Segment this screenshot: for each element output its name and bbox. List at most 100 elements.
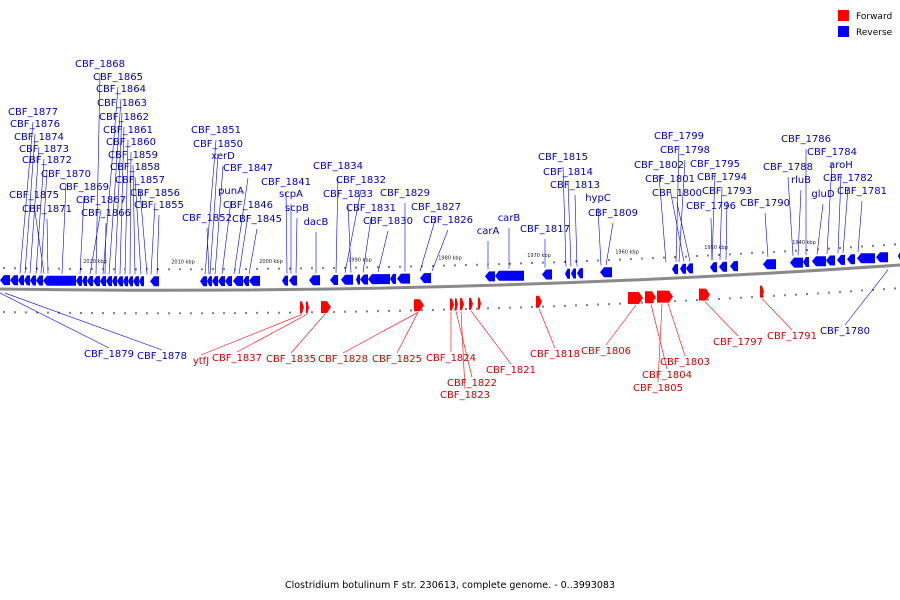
reverse-leader-line (119, 126, 125, 275)
reverse-gene-arrow (368, 274, 390, 285)
reverse-gene-label: CBF_1859 (108, 150, 158, 161)
reverse-gene-label: CBF_1864 (96, 84, 146, 95)
reverse-gene-label: dacB (304, 217, 329, 228)
reverse-gene-label: CBF_1814 (543, 167, 593, 178)
reverse-leader-line (844, 269, 889, 326)
reverse-gene-label: xerD (211, 151, 235, 162)
reverse-gene-label: CBF_1801 (645, 174, 695, 185)
forward-gene-label: CBF_1822 (447, 378, 497, 389)
reverse-gene-arrow (36, 275, 43, 286)
reverse-gene-arrow (710, 262, 717, 273)
reverse-gene-arrow (289, 275, 297, 286)
reverse-gene-label: CBF_1860 (106, 137, 156, 148)
forward-gene-arrow (321, 301, 331, 314)
reverse-gene-arrow (686, 263, 693, 274)
forward-leader-line (460, 311, 466, 390)
reverse-leader-line (826, 161, 833, 254)
reverse-gene-arrow (360, 274, 368, 285)
reverse-gene-arrow (826, 255, 835, 266)
reverse-leader-line (605, 222, 614, 266)
reverse-gene-arrow (207, 276, 212, 287)
forward-leader-line (200, 314, 303, 356)
reverse-gene-label: CBF_1868 (75, 59, 125, 70)
forward-leader-line (396, 312, 419, 354)
reverse-leader-line (95, 73, 101, 275)
reverse-gene-arrow (200, 276, 207, 287)
reverse-gene-label: gluD (811, 189, 834, 200)
reverse-leader-line (725, 200, 728, 260)
forward-gene-arrow (699, 288, 710, 301)
forward-gene-arrow (645, 291, 656, 304)
reverse-leader-line (335, 175, 339, 273)
reverse-gene-arrow (680, 263, 686, 274)
forward-leader-line (605, 304, 637, 346)
reverse-gene-label: CBF_1861 (103, 125, 153, 136)
reverse-gene-label: CBF_1845 (232, 214, 282, 225)
reverse-leader-line (419, 216, 437, 272)
legend-label-reverse: Reverse (856, 28, 893, 38)
reverse-gene-label: CBF_1826 (423, 215, 473, 226)
reverse-gene-label: CBF_1869 (59, 182, 109, 193)
reverse-gene-arrow (139, 276, 144, 287)
forward-leader-line (290, 313, 326, 354)
reverse-gene-arrow (565, 268, 570, 279)
forward-gene-label: CBF_1821 (486, 365, 536, 376)
forward-leader-line (761, 298, 793, 331)
forward-genes (300, 285, 764, 314)
forward-gene-label: CBF_1797 (713, 337, 763, 348)
reverse-leader-line (24, 133, 36, 274)
legend-swatch-reverse (838, 26, 849, 37)
reverse-gene-label: CBF_1815 (538, 152, 588, 163)
reverse-gene-label: carA (477, 226, 500, 237)
reverse-leader-line (837, 174, 842, 254)
forward-leader-line (455, 311, 473, 378)
reverse-gene-arrow (485, 271, 495, 282)
reverse-gene-label: CBF_1847 (223, 163, 273, 174)
reverse-gene-label: scpB (285, 203, 309, 214)
reverse-leader-line (0, 292, 110, 349)
forward-leader-line (342, 312, 419, 354)
reverse-gene-label: CBF_1834 (313, 161, 363, 172)
reverse-leader-line (676, 202, 691, 262)
scale-tick-label: 2020 kbp (83, 259, 107, 265)
forward-leader-line (538, 308, 556, 349)
reverse-leader-line (114, 112, 123, 275)
forward-leader-line (657, 303, 663, 383)
reverse-gene-label: CBF_1862 (99, 112, 149, 123)
forward-gene-label: CBF_1804 (642, 370, 692, 381)
reverse-gene-label: CBF_1858 (110, 162, 160, 173)
legend-label-forward: Forward (856, 12, 892, 22)
reverse-leader-line (285, 191, 288, 274)
reverse-gene-label: CBF_1865 (93, 72, 143, 83)
reverse-gene-label: CBF_1809 (588, 208, 638, 219)
reverse-gene-label: CBF_1788 (763, 162, 813, 173)
reverse-gene-label: CBF_1855 (134, 200, 184, 211)
reverse-gene-arrow (106, 276, 112, 287)
reverse-gene-arrow (76, 275, 82, 286)
reverse-leader-line (238, 214, 249, 275)
reverse-leader-line (139, 189, 148, 275)
reverse-gene-label: CBF_1786 (781, 134, 831, 145)
forward-gene-label: CBF_1835 (266, 354, 316, 365)
reverse-leader-line (797, 189, 802, 256)
reverse-gene-label: CBF_1813 (550, 180, 600, 191)
reverse-leader-line (669, 188, 685, 262)
reverse-gene-label: CBF_1832 (336, 175, 386, 186)
reverse-gene-arrow (123, 276, 128, 287)
scale-tick-label: 1950 kbp (704, 245, 728, 251)
reverse-gene-label: CBF_1830 (363, 216, 413, 227)
reverse-leader-line (40, 169, 48, 274)
legend: Forward Reverse (838, 10, 893, 38)
reverse-gene-label: CBF_1846 (223, 200, 273, 211)
forward-gene-arrow (628, 291, 643, 304)
reverse-leader-line (206, 227, 210, 275)
reverse-gene-arrow (837, 254, 845, 265)
reverse-leader-line (89, 209, 102, 275)
reverse-leader-line (4, 292, 163, 351)
reverse-gene-label: CBF_1793 (702, 186, 752, 197)
forward-leader-line (667, 303, 686, 357)
reverse-leader-line (567, 181, 572, 267)
reverse-gene-label: CBF_1870 (41, 169, 91, 180)
reverse-gene-label: CBF_1841 (261, 177, 311, 188)
